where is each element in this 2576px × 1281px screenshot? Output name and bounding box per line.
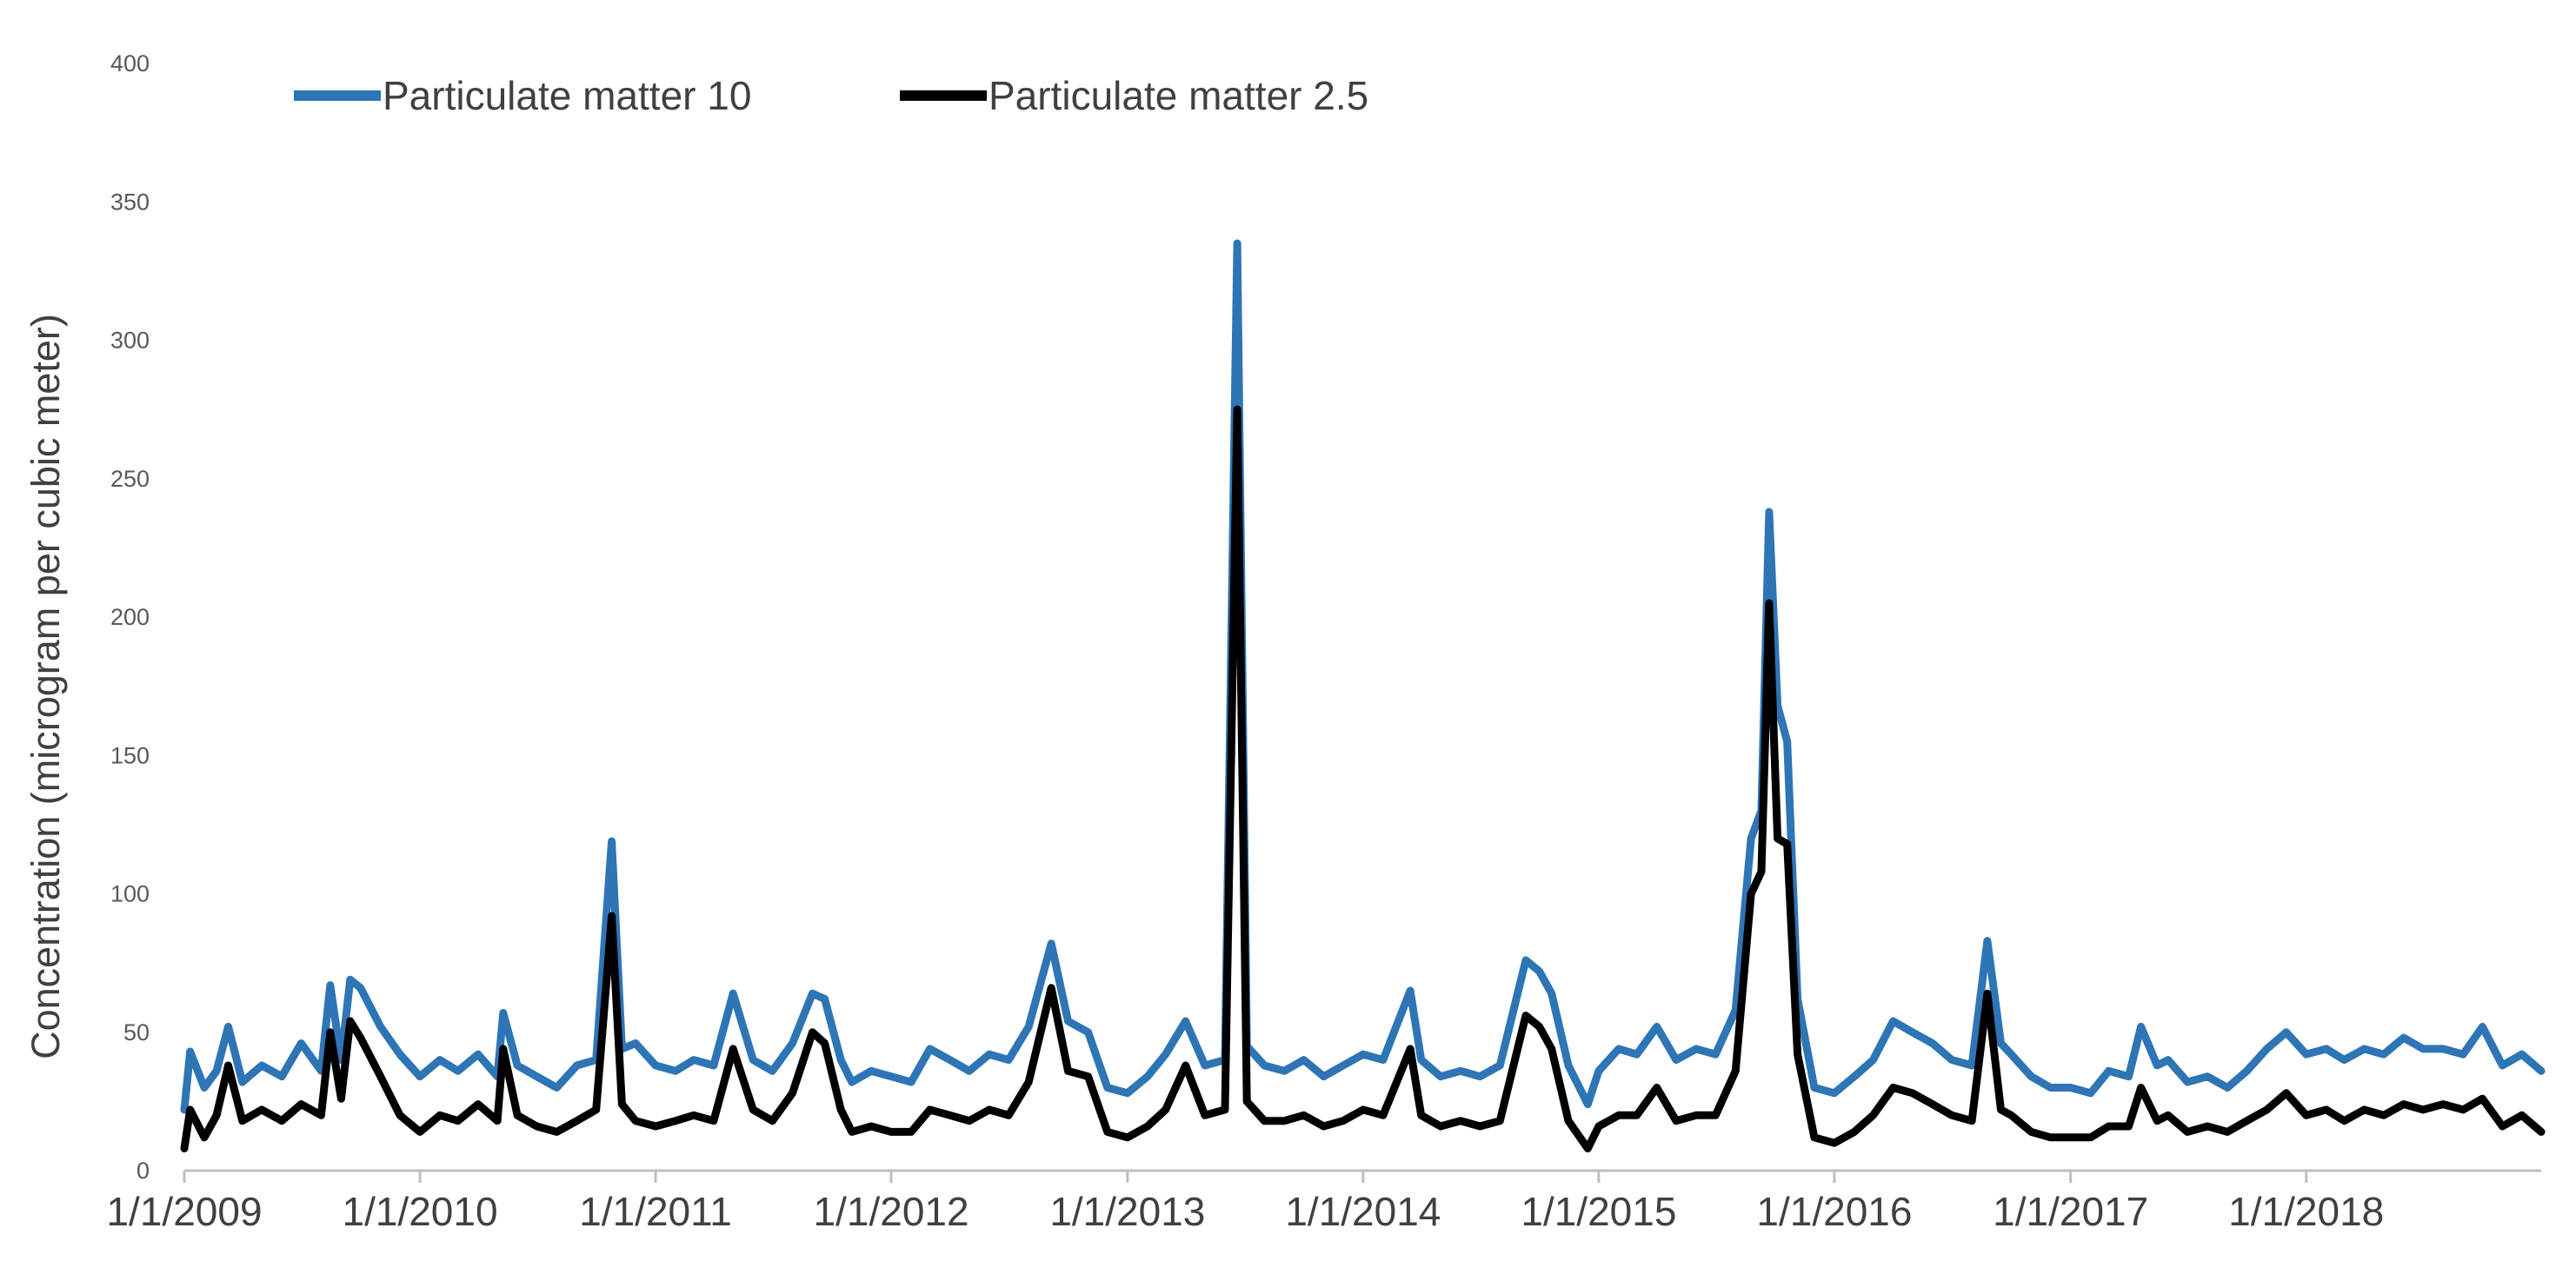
x-axis-ticks: 1/1/2009 1/1/2010 1/1/2011 1/1/2012 1/1/2013… xyxy=(106,1171,2384,1234)
x-tick-label: 1/1/2009 xyxy=(106,1189,262,1234)
series-line-pm25 xyxy=(180,405,2546,1152)
y-tick-label: 400 xyxy=(110,50,150,76)
y-tick-label: 0 xyxy=(136,1158,150,1184)
y-tick-label: 250 xyxy=(110,466,150,492)
x-tick-label: 1/1/2014 xyxy=(1285,1189,1441,1234)
y-axis-ticks: 0 50 100 150 200 250 300 350 400 xyxy=(110,50,150,1184)
x-tick-label: 1/1/2011 xyxy=(579,1189,732,1234)
x-tick-label: 1/1/2015 xyxy=(1521,1189,1676,1234)
legend-label-pm25: Particulate matter 2.5 xyxy=(988,73,1368,118)
y-tick-label: 350 xyxy=(110,189,150,215)
series-line-pm10 xyxy=(180,239,2546,1114)
y-axis-label: Concentration (microgram per cubic meter… xyxy=(23,314,68,1059)
legend-item-pm10[interactable]: Particulate matter 10 xyxy=(294,73,751,118)
y-tick-label: 50 xyxy=(123,1019,150,1045)
y-tick-label: 300 xyxy=(110,328,150,354)
y-tick-label: 150 xyxy=(110,742,150,768)
x-tick-label: 1/1/2010 xyxy=(342,1189,497,1234)
legend: Particulate matter 10 Particulate matter… xyxy=(294,73,1368,118)
y-tick-label: 100 xyxy=(110,881,150,907)
y-tick-label: 200 xyxy=(110,604,150,630)
x-tick-label: 1/1/2016 xyxy=(1756,1189,1912,1234)
legend-label-pm10: Particulate matter 10 xyxy=(383,73,751,118)
series-layer xyxy=(180,239,2546,1152)
x-tick-label: 1/1/2013 xyxy=(1049,1189,1205,1234)
x-tick-label: 1/1/2012 xyxy=(814,1189,969,1234)
legend-item-pm25[interactable]: Particulate matter 2.5 xyxy=(900,73,1368,118)
x-tick-label: 1/1/2017 xyxy=(1993,1189,2148,1234)
x-tick-label: 1/1/2018 xyxy=(2228,1189,2384,1234)
